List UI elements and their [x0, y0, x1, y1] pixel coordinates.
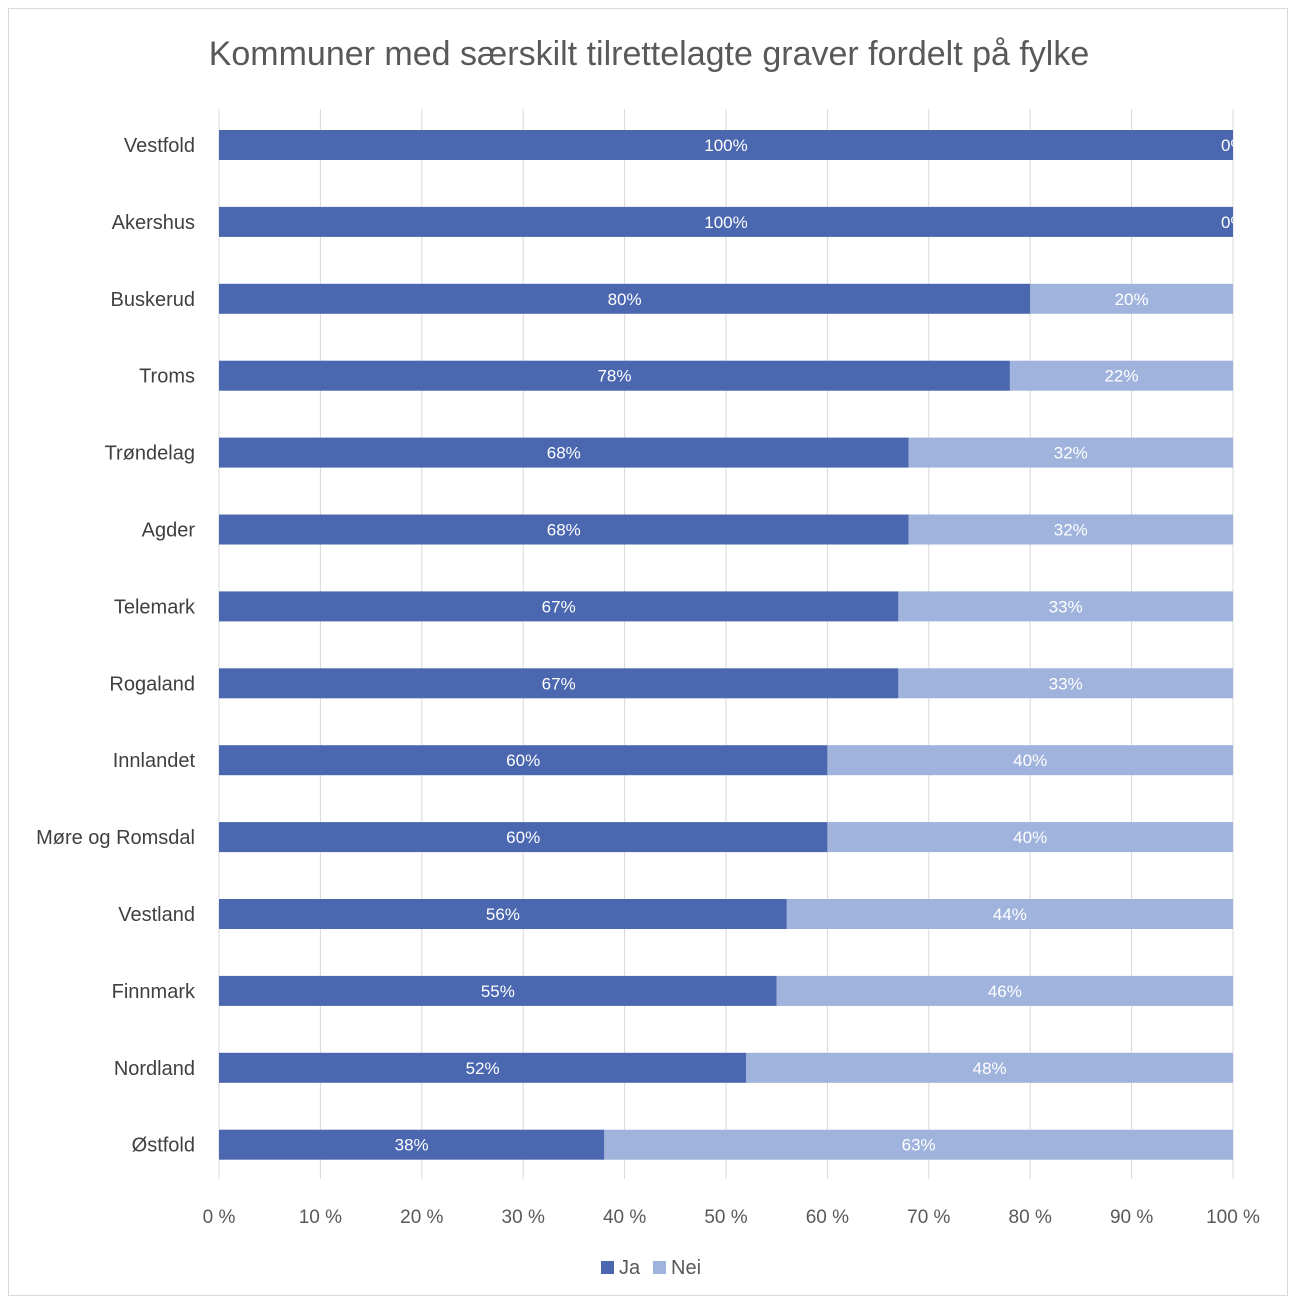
data-label-ja: 52%: [466, 1059, 500, 1078]
chart-container: Kommuner med særskilt tilrettelagte grav…: [8, 8, 1288, 1296]
bar-nei: [827, 822, 1233, 853]
data-label-nei: 0%: [1221, 213, 1246, 232]
bar-ja: [219, 1129, 605, 1160]
bar-nei: [786, 899, 1233, 929]
data-label-ja: 55%: [481, 982, 515, 1001]
bar-ja: [219, 591, 899, 622]
x-tick-label: 60 %: [806, 1207, 849, 1228]
bar-ja: [219, 899, 787, 929]
legend-swatch-ja: [601, 1261, 614, 1274]
data-label-nei: 46%: [988, 982, 1022, 1001]
bar-nei: [908, 514, 1233, 545]
data-label-nei: 0%: [1221, 136, 1246, 155]
data-label-ja: 78%: [597, 367, 631, 386]
bar-nei: [746, 1052, 1233, 1083]
x-tick-label: 0 %: [203, 1207, 236, 1228]
bar-nei: [776, 975, 1233, 1006]
x-tick-label: 80 %: [1009, 1207, 1052, 1228]
bar-nei: [898, 668, 1233, 699]
bar-nei: [1030, 283, 1233, 314]
legend-label-nei: Nei: [671, 1257, 701, 1279]
bar-nei: [898, 591, 1233, 622]
category-label: Finnmark: [112, 981, 196, 1003]
data-label-nei: 63%: [902, 1136, 936, 1155]
category-label: Møre og Romsdal: [36, 827, 195, 849]
x-tick-label: 20 %: [400, 1207, 443, 1228]
x-tick-label: 90 %: [1110, 1207, 1153, 1228]
category-labels: Vestfold Akershus Buskerud Troms Trøndelag Ag…: [36, 135, 196, 1157]
bar-nei: [827, 745, 1233, 776]
data-label-ja: 67%: [542, 674, 576, 693]
category-label: Buskerud: [111, 289, 196, 311]
bar-ja: [219, 668, 899, 699]
x-tick-label: 10 %: [299, 1207, 342, 1228]
category-label: Telemark: [114, 596, 196, 618]
category-label: Vestfold: [124, 135, 195, 157]
x-tick-label: 40 %: [603, 1207, 646, 1228]
category-label: Østfold: [132, 1135, 195, 1157]
data-label-nei: 33%: [1049, 674, 1083, 693]
data-label-ja: 38%: [395, 1136, 429, 1155]
bar-ja: [219, 822, 828, 853]
bar-ja: [219, 975, 777, 1006]
data-label-ja: 100%: [704, 136, 747, 155]
bar-ja: [219, 514, 909, 545]
data-label-nei: 32%: [1054, 521, 1088, 540]
category-label: Nordland: [114, 1058, 195, 1080]
data-label-ja: 68%: [547, 521, 581, 540]
x-tick-label: 100 %: [1206, 1207, 1260, 1228]
bar-ja: [219, 283, 1031, 314]
category-label: Troms: [139, 366, 195, 388]
bar-nei: [908, 437, 1233, 468]
data-label-nei: 33%: [1049, 597, 1083, 616]
legend: Ja Nei: [601, 1257, 701, 1279]
x-tick-label: 70 %: [907, 1207, 950, 1228]
category-label: Akershus: [112, 212, 195, 234]
data-label-ja: 80%: [608, 290, 642, 309]
bar-ja: [219, 1052, 747, 1083]
data-label-nei: 32%: [1054, 444, 1088, 463]
bar-nei: [604, 1129, 1233, 1160]
data-label-ja: 60%: [506, 828, 540, 847]
data-label-nei: 22%: [1104, 367, 1138, 386]
chart-title: Kommuner med særskilt tilrettelagte grav…: [209, 35, 1090, 73]
category-label: Innlandet: [113, 750, 196, 772]
x-tick-label: 50 %: [704, 1207, 747, 1228]
bar-ja: [219, 437, 909, 468]
bars: 100% 0% 100% 0% 80% 20% 78% 22% 68% 32% 68% 32% 67% 3…: [219, 130, 1246, 1160]
stacked-bar-chart: Kommuner med særskilt tilrettelagte grav…: [36, 35, 1260, 1279]
category-label: Rogaland: [109, 673, 195, 695]
legend-swatch-nei: [653, 1261, 666, 1274]
gridlines: [218, 109, 1234, 1179]
category-label: Vestland: [118, 904, 195, 926]
data-label-nei: 40%: [1013, 751, 1047, 770]
category-label: Agder: [142, 520, 196, 542]
data-label-nei: 40%: [1013, 828, 1047, 847]
legend-label-ja: Ja: [619, 1257, 641, 1279]
bar-nei: [1009, 360, 1233, 391]
data-label-nei: 48%: [973, 1059, 1007, 1078]
data-label-ja: 68%: [547, 444, 581, 463]
x-axis-tick-labels: 0 % 10 % 20 % 30 % 40 % 50 % 60 % 70 % 80 % 90 % 1…: [203, 1207, 1260, 1228]
bar-ja: [219, 130, 1233, 160]
data-label-nei: 44%: [993, 905, 1027, 924]
category-label: Trøndelag: [105, 443, 195, 465]
x-tick-label: 30 %: [502, 1207, 545, 1228]
bar-ja: [219, 206, 1233, 237]
bar-ja: [219, 360, 1010, 391]
data-label-nei: 20%: [1115, 290, 1149, 309]
data-label-ja: 100%: [704, 213, 747, 232]
bar-ja: [219, 745, 828, 776]
data-label-ja: 60%: [506, 751, 540, 770]
data-label-ja: 56%: [486, 905, 520, 924]
data-label-ja: 67%: [542, 597, 576, 616]
